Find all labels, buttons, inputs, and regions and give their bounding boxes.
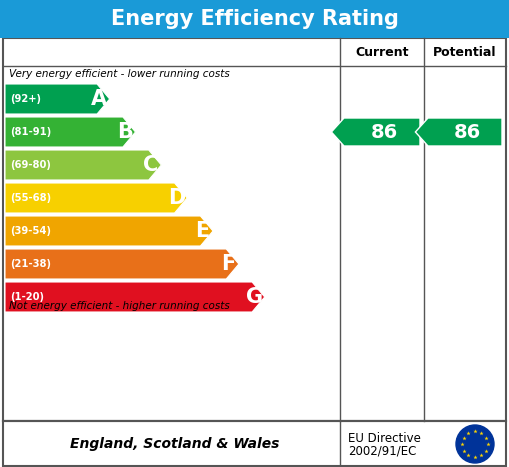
Text: 86: 86 [371, 122, 399, 142]
Polygon shape [5, 183, 187, 213]
Bar [3, 38, 506, 421]
Text: Current: Current [355, 45, 409, 58]
Text: D: D [168, 188, 185, 208]
Polygon shape [5, 150, 161, 180]
Text: 86: 86 [454, 122, 482, 142]
Text: G: G [245, 287, 263, 307]
Text: Not energy efficient - higher running costs: Not energy efficient - higher running co… [9, 301, 230, 311]
Text: A: A [91, 89, 107, 109]
Text: (21-38): (21-38) [10, 259, 51, 269]
Text: (1-20): (1-20) [10, 292, 44, 302]
Text: 2002/91/EC: 2002/91/EC [348, 445, 416, 457]
Text: (69-80): (69-80) [10, 160, 51, 170]
Text: Potential: Potential [433, 45, 497, 58]
Text: B: B [117, 122, 133, 142]
Polygon shape [5, 117, 135, 147]
Text: (55-68): (55-68) [10, 193, 51, 203]
Text: F: F [221, 254, 235, 274]
Polygon shape [5, 249, 239, 279]
Text: Very energy efficient - lower running costs: Very energy efficient - lower running co… [9, 69, 230, 79]
Text: England, Scotland & Wales: England, Scotland & Wales [70, 437, 279, 451]
Bar [3, 421, 506, 466]
Text: (92+): (92+) [10, 94, 41, 104]
Circle shape [456, 425, 494, 463]
Text: E: E [195, 221, 210, 241]
Bar [0, 0, 509, 38]
Polygon shape [415, 118, 502, 146]
Polygon shape [5, 84, 109, 114]
Polygon shape [5, 216, 213, 246]
Text: Energy Efficiency Rating: Energy Efficiency Rating [110, 9, 399, 29]
Polygon shape [5, 282, 265, 312]
Polygon shape [331, 118, 420, 146]
Text: (81-91): (81-91) [10, 127, 51, 137]
Text: (39-54): (39-54) [10, 226, 51, 236]
Text: C: C [143, 155, 158, 175]
Text: EU Directive: EU Directive [348, 432, 421, 445]
